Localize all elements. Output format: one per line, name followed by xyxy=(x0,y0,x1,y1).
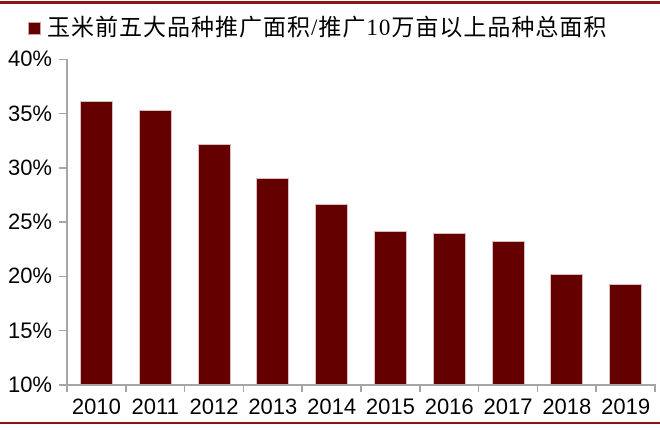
bar-2010 xyxy=(79,100,113,385)
bar-2013 xyxy=(256,177,290,385)
y-axis-tick-label: 20% xyxy=(7,263,52,289)
legend-label: 玉米前五大品种推广面积/推广10万亩以上品种总面积 xyxy=(47,15,608,40)
x-axis-label-2016: 2016 xyxy=(424,394,474,419)
x-axis-tick xyxy=(477,385,480,392)
y-axis-tick-label: 25% xyxy=(7,209,52,235)
top-border-rule xyxy=(0,1,660,4)
bottom-border-rule xyxy=(0,421,660,424)
x-axis-tick xyxy=(242,385,245,392)
y-axis-tick-label: 15% xyxy=(7,317,52,343)
bar-2012 xyxy=(197,144,231,385)
y-axis-tick-label: 40% xyxy=(7,46,52,72)
legend-marker-icon xyxy=(28,21,41,35)
y-axis-tick xyxy=(59,221,66,223)
y-axis-tick xyxy=(59,329,66,332)
y-axis-line xyxy=(66,58,68,387)
x-axis-label-2011: 2011 xyxy=(131,394,179,419)
x-axis-tick xyxy=(536,385,539,392)
bar-2016 xyxy=(432,233,466,385)
x-axis-label-2017: 2017 xyxy=(483,394,533,419)
y-axis-tick xyxy=(59,167,66,169)
x-axis-tick xyxy=(654,385,656,392)
y-axis-tick xyxy=(59,275,66,278)
legend: 玉米前五大品种推广面积/推广10万亩以上品种总面积 xyxy=(28,14,607,42)
x-axis-tick xyxy=(360,385,362,392)
x-axis-label-2013: 2013 xyxy=(248,394,298,419)
x-axis-label-2014: 2014 xyxy=(307,394,357,419)
x-axis-label-2019: 2019 xyxy=(601,394,651,419)
y-axis-tick-label: 30% xyxy=(7,154,52,180)
x-axis-label-2015: 2015 xyxy=(365,394,415,419)
x-axis-tick xyxy=(66,385,68,392)
y-axis-tick xyxy=(59,384,66,386)
bar-2014 xyxy=(315,203,349,385)
bar-2019 xyxy=(609,284,643,385)
y-axis-tick xyxy=(59,58,66,61)
y-axis-tick-label: 10% xyxy=(7,372,52,397)
x-axis-tick xyxy=(419,385,421,392)
x-axis-label-2010: 2010 xyxy=(71,394,121,419)
y-axis-tick xyxy=(59,112,66,115)
x-axis-tick xyxy=(183,385,186,392)
x-axis-tick xyxy=(595,385,597,392)
x-axis-label-2012: 2012 xyxy=(189,394,239,419)
x-axis-label-2018: 2018 xyxy=(542,394,592,419)
x-axis-line xyxy=(67,384,656,387)
bar-2015 xyxy=(373,230,407,385)
x-axis-tick xyxy=(301,385,303,392)
bar-2011 xyxy=(138,110,172,385)
bar-2018 xyxy=(550,274,584,385)
y-axis-tick-label: 35% xyxy=(7,100,52,126)
bar-2017 xyxy=(491,240,525,385)
x-axis-tick xyxy=(125,385,127,392)
